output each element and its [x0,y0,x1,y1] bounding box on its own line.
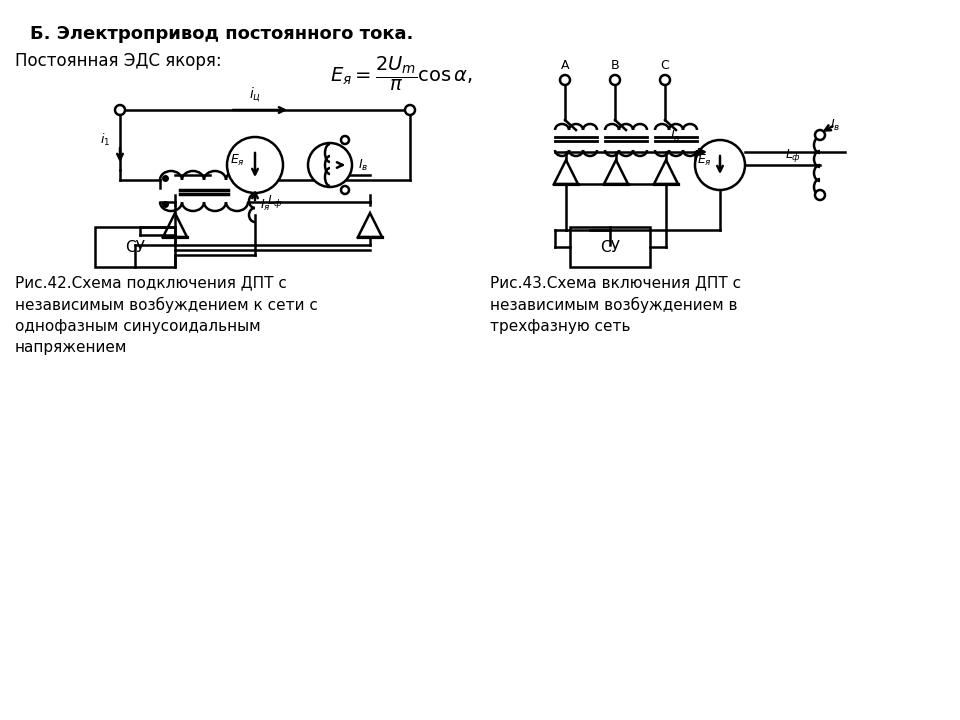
Text: $E_{я}$: $E_{я}$ [229,153,245,168]
Text: $I_{в}$: $I_{в}$ [358,158,369,173]
Circle shape [660,75,670,85]
Circle shape [815,130,825,140]
Text: A: A [561,59,569,72]
Text: $E_{я} = \dfrac{2U_{m}}{\pi} \cos\alpha,$: $E_{я} = \dfrac{2U_{m}}{\pi} \cos\alpha,… [330,55,473,94]
Text: СУ: СУ [125,240,145,254]
Bar [570,227,650,267]
Text: $i_1$: $i_1$ [100,132,110,148]
Text: $L_{ф}$: $L_{ф}$ [267,192,283,210]
Text: B: B [611,59,619,72]
Text: $L_{ф}$: $L_{ф}$ [785,146,801,163]
Circle shape [695,140,745,190]
Circle shape [308,143,352,187]
Circle shape [227,137,283,193]
Circle shape [341,186,349,194]
Circle shape [341,136,349,144]
Text: $i_{ц}$: $i_{ц}$ [249,85,261,104]
Text: C: C [660,59,669,72]
Text: Постоянная ЭДС якоря:: Постоянная ЭДС якоря: [15,52,222,70]
Text: Рис.42.Схема подключения ДПТ с
независимым возбуждением к сети с
однофазным сину: Рис.42.Схема подключения ДПТ с независим… [15,275,318,355]
Circle shape [405,105,415,115]
Text: Рис.43.Схема включения ДПТ с
независимым возбуждением в
трехфазную сеть: Рис.43.Схема включения ДПТ с независимым… [490,275,741,334]
Text: $E_{я}$: $E_{я}$ [697,153,711,168]
Text: $I_{а}$: $I_{а}$ [670,129,681,144]
Text: Б. Электропривод постоянного тока.: Б. Электропривод постоянного тока. [30,25,414,43]
Circle shape [560,75,570,85]
Circle shape [610,75,620,85]
Text: $I_{в}$: $I_{в}$ [830,117,840,132]
Circle shape [815,190,825,200]
Circle shape [115,105,125,115]
Text: СУ: СУ [600,240,620,254]
Text: $I_{я}$: $I_{я}$ [260,197,271,212]
Bar [95,227,175,267]
